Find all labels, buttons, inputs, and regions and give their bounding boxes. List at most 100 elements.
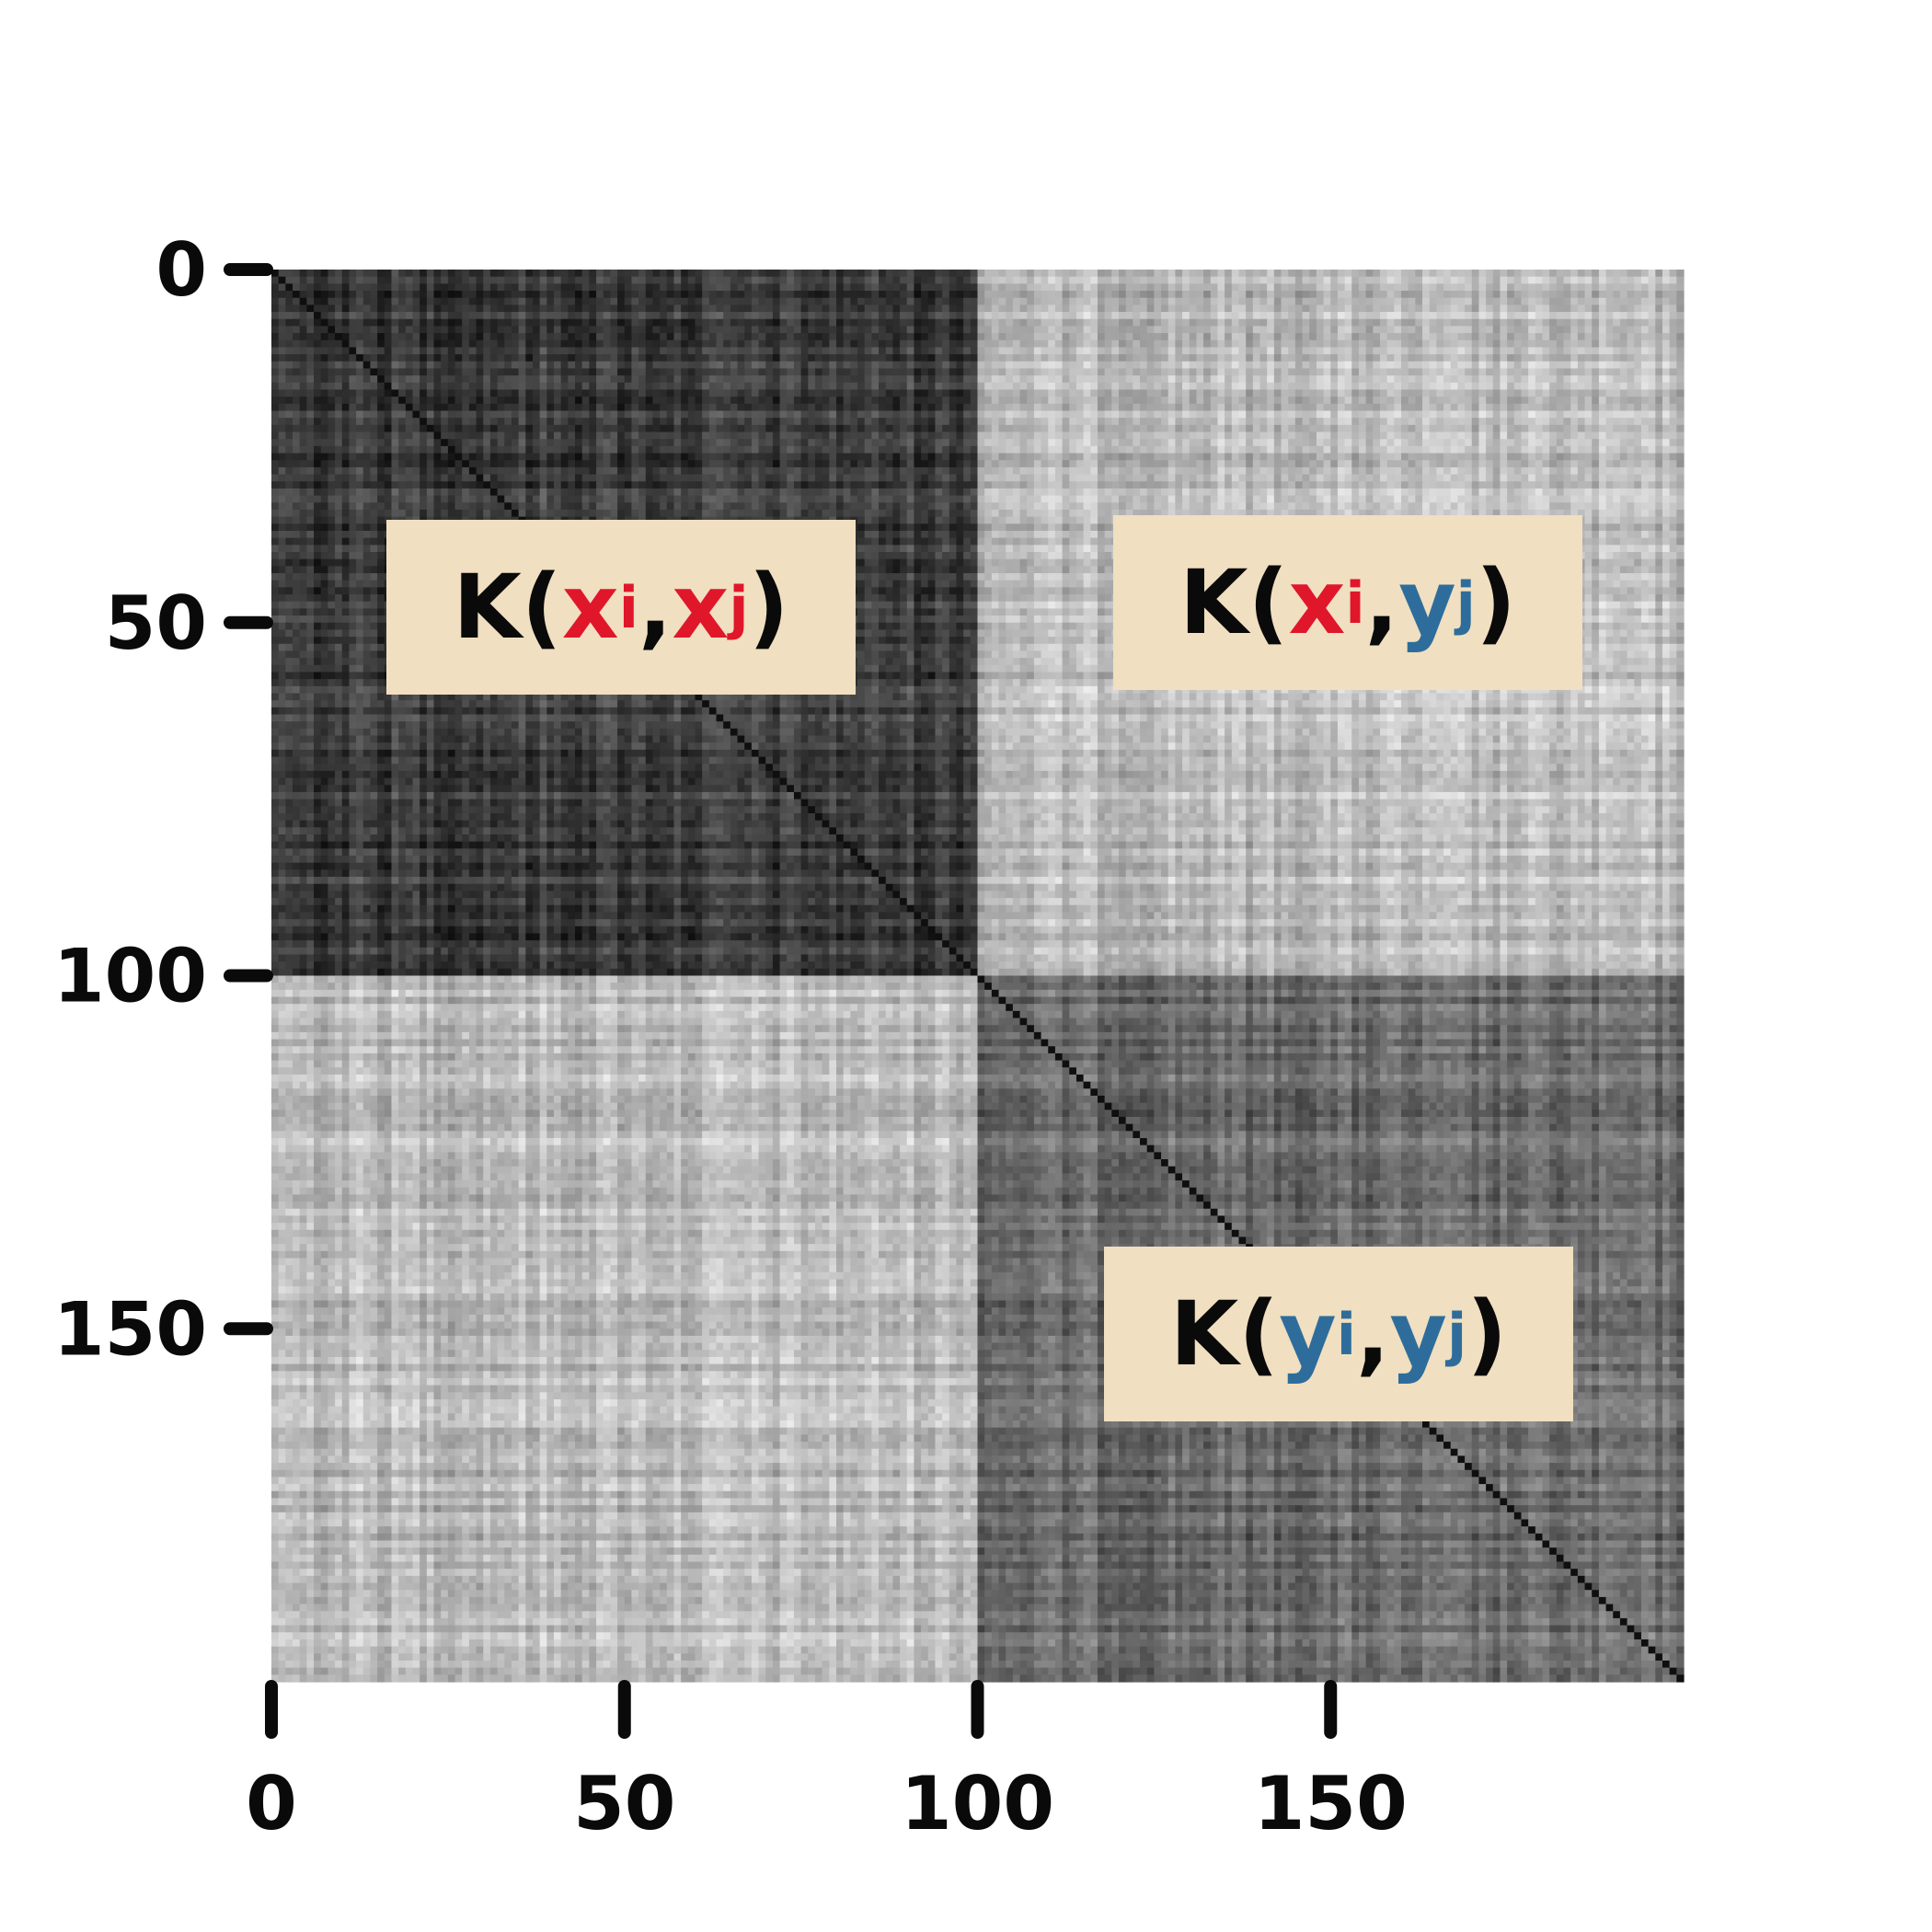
- heatmap-cell: [1443, 397, 1451, 404]
- heatmap-cell: [582, 283, 590, 291]
- heatmap-cell: [1599, 347, 1606, 354]
- heatmap-cell: [1465, 347, 1472, 354]
- heatmap-cell: [1599, 397, 1606, 404]
- heatmap-cell: [1246, 389, 1253, 397]
- heatmap-cell: [363, 354, 371, 362]
- heatmap-cell: [836, 277, 844, 284]
- heatmap-cell: [1557, 333, 1564, 340]
- heatmap-cell: [1013, 389, 1020, 397]
- heatmap-cell: [1232, 368, 1239, 375]
- heatmap-cell: [984, 389, 992, 397]
- heatmap-cell: [546, 305, 554, 312]
- heatmap-cell: [1133, 305, 1140, 312]
- heatmap-cell: [871, 397, 879, 404]
- heatmap-cell: [448, 326, 455, 333]
- heatmap-cell: [1422, 354, 1430, 362]
- heatmap-cell: [702, 312, 709, 319]
- heatmap-cell: [1041, 340, 1049, 348]
- heatmap-cell: [1105, 362, 1112, 369]
- heatmap-cell: [850, 389, 857, 397]
- heatmap-cell: [646, 270, 653, 277]
- heatmap-cell: [773, 340, 780, 348]
- heatmap-cell: [1549, 354, 1557, 362]
- heatmap-cell: [519, 291, 526, 298]
- heatmap-cell: [568, 326, 575, 333]
- heatmap-cell: [1543, 326, 1550, 333]
- heatmap-cell: [300, 326, 307, 333]
- heatmap-cell: [448, 404, 455, 411]
- heatmap-cell: [554, 333, 561, 340]
- heatmap-cell: [525, 340, 533, 348]
- heatmap-cell: [1443, 340, 1451, 348]
- heatmap-cell: [1282, 326, 1289, 333]
- heatmap-cell: [914, 362, 921, 369]
- heatmap-cell: [306, 389, 314, 397]
- heatmap-cell: [1105, 326, 1112, 333]
- heatmap-cell: [335, 305, 342, 312]
- heatmap-cell: [1564, 397, 1571, 404]
- heatmap-cell: [928, 326, 936, 333]
- heatmap-cell: [1394, 270, 1401, 277]
- heatmap-cell: [1196, 375, 1203, 383]
- heatmap-cell: [1147, 312, 1155, 319]
- heatmap-cell: [363, 368, 371, 375]
- heatmap-cell: [808, 383, 815, 390]
- heatmap-cell: [420, 283, 427, 291]
- heatmap-cell: [744, 389, 752, 397]
- heatmap-cell: [696, 347, 703, 354]
- heatmap-cell: [1069, 340, 1076, 348]
- heatmap-cell: [928, 389, 936, 397]
- heatmap-cell: [1359, 383, 1366, 390]
- heatmap-cell: [413, 389, 420, 397]
- heatmap-cell: [1592, 375, 1599, 383]
- heatmap-cell: [1401, 347, 1409, 354]
- heatmap-cell: [1387, 354, 1395, 362]
- heatmap-cell: [638, 368, 646, 375]
- heatmap-cell: [850, 326, 857, 333]
- heatmap-cell: [1161, 347, 1168, 354]
- heatmap-cell: [1324, 291, 1331, 298]
- heatmap-cell: [914, 333, 921, 340]
- heatmap-cell: [1599, 354, 1606, 362]
- heatmap-cell: [1557, 347, 1564, 354]
- heatmap-cell: [398, 326, 406, 333]
- heatmap-cell: [1317, 389, 1324, 397]
- heatmap-cell: [1514, 347, 1522, 354]
- heatmap-cell: [978, 305, 985, 312]
- heatmap-cell: [631, 298, 638, 305]
- heatmap-cell: [448, 347, 455, 354]
- heatmap-cell: [829, 270, 836, 277]
- heatmap-cell: [1543, 291, 1550, 298]
- heatmap-cell: [681, 333, 688, 340]
- heatmap-cell: [519, 277, 526, 284]
- heatmap-cell: [717, 270, 724, 277]
- heatmap-cell: [462, 283, 469, 291]
- heatmap-cell: [949, 362, 957, 369]
- heatmap-cell: [1161, 354, 1168, 362]
- heatmap-cell: [1211, 270, 1218, 277]
- heatmap-cell: [1436, 291, 1443, 298]
- heatmap-cell: [673, 354, 681, 362]
- heatmap-cell: [631, 389, 638, 397]
- heatmap-cell: [1528, 277, 1535, 284]
- heatmap-cell: [717, 326, 724, 333]
- heatmap-cell: [1295, 319, 1303, 327]
- heatmap-cell: [582, 340, 590, 348]
- heatmap-cell: [420, 333, 427, 340]
- heatmap-cell: [1514, 305, 1522, 312]
- heatmap-cell: [1634, 354, 1641, 362]
- heatmap-cell: [596, 283, 604, 291]
- heatmap-cell: [1027, 347, 1034, 354]
- heatmap-cell: [561, 319, 569, 327]
- heatmap-cell: [1317, 326, 1324, 333]
- heatmap-cell: [1084, 319, 1091, 327]
- heatmap-cell: [1557, 375, 1564, 383]
- heatmap-cell: [448, 375, 455, 383]
- heatmap-cell: [1098, 333, 1105, 340]
- heatmap-cell: [1535, 368, 1543, 375]
- heatmap-cell: [1415, 270, 1422, 277]
- heatmap-cell: [1662, 383, 1670, 390]
- heatmap-cell: [335, 298, 342, 305]
- heatmap-cell: [1655, 312, 1662, 319]
- heatmap-cell: [477, 333, 484, 340]
